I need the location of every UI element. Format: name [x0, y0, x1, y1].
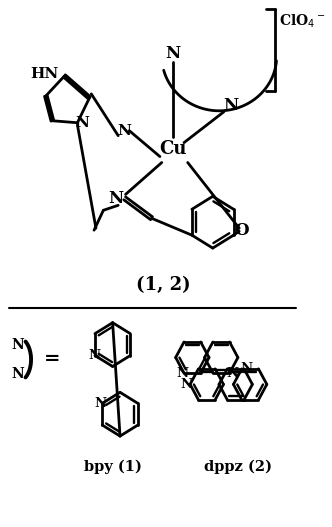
Text: ClO$_4$$^-$: ClO$_4$$^-$ [280, 13, 326, 30]
Text: N: N [180, 378, 193, 391]
Text: N: N [241, 363, 253, 375]
Text: =: = [44, 350, 61, 368]
Text: HN: HN [31, 67, 59, 81]
Text: (1, 2): (1, 2) [136, 276, 191, 294]
Text: N: N [117, 124, 131, 138]
Text: N: N [224, 97, 239, 114]
Text: N: N [12, 367, 25, 382]
Text: N: N [95, 397, 107, 410]
Text: N: N [75, 116, 89, 130]
Text: bpy (1): bpy (1) [84, 460, 141, 474]
Text: N: N [226, 366, 238, 379]
Text: N: N [176, 366, 188, 379]
Text: dppz (2): dppz (2) [204, 460, 272, 474]
Text: N: N [12, 338, 25, 352]
Text: N: N [108, 190, 123, 207]
Text: N: N [165, 45, 180, 62]
Text: Cu: Cu [159, 140, 187, 158]
Text: O: O [235, 222, 249, 239]
Text: N: N [88, 349, 100, 362]
